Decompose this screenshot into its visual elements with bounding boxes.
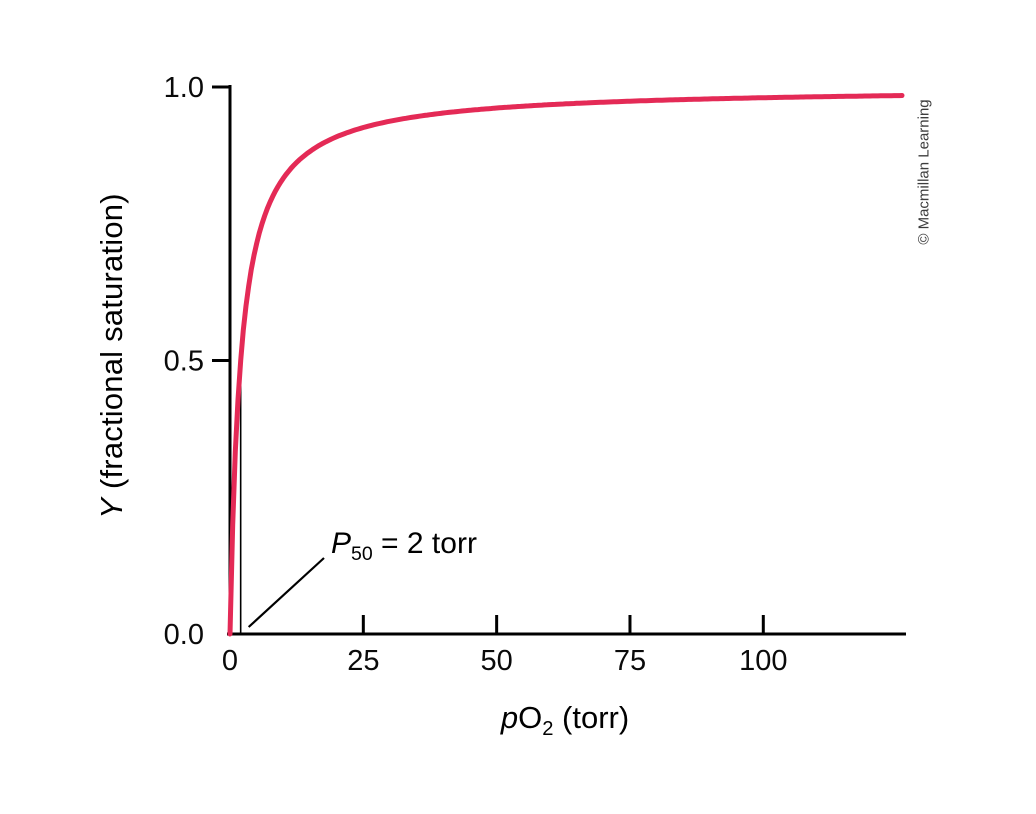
x-tick-label: 25 [347, 645, 379, 677]
x-tick-label: 100 [739, 645, 787, 677]
y-tick-label: 1.0 [164, 72, 204, 104]
x-axis-title-subscript: 2 [542, 718, 554, 741]
p50-annotation: P50 = 2 torr [331, 527, 477, 564]
y-tick-label: 0.5 [164, 346, 204, 378]
p50-annotation-value: = 2 torr [372, 527, 477, 560]
x-tick-label: 50 [481, 645, 513, 677]
p50-annotation-symbol: P [331, 527, 352, 560]
x-axis-title-main: O [518, 700, 543, 735]
p50-annotation-subscript: 50 [351, 543, 373, 565]
credit-text: © Macmillan Learning [915, 99, 933, 245]
y-axis-title-text: (fractional saturation) [94, 193, 129, 498]
x-axis-title-unit: (torr) [553, 700, 630, 735]
x-tick-label: 0 [222, 645, 238, 677]
y-tick-label: 0.0 [164, 619, 204, 651]
x-tick-label: 75 [614, 645, 646, 677]
annotation-leader-line [247, 557, 325, 628]
saturation-curve [227, 93, 905, 637]
x-axis-title-symbol: p [500, 700, 519, 735]
x-axis-title: pO2 (torr) [500, 700, 630, 739]
y-axis-title-symbol: Y [94, 497, 129, 519]
y-axis-title: Y (fractional saturation) [94, 193, 130, 519]
